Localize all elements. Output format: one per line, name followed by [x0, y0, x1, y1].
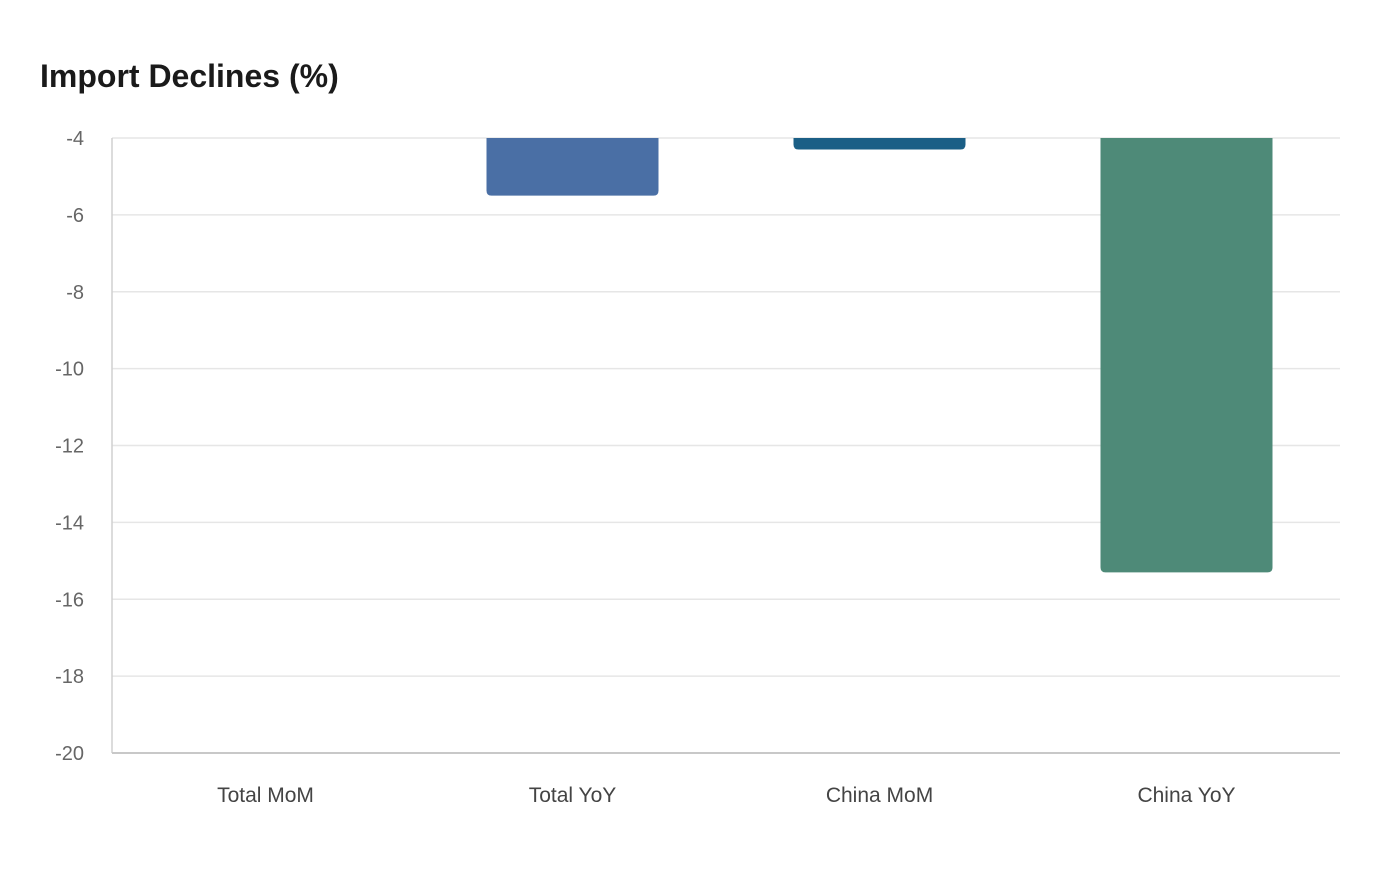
- bars: [486, 138, 1273, 573]
- bar-total-yoy: [486, 138, 659, 196]
- y-tick-label: -16: [55, 589, 84, 611]
- axes: [111, 138, 1340, 754]
- y-tick-label: -12: [55, 436, 84, 458]
- y-tick-label: -18: [55, 666, 84, 688]
- y-tick-label: -20: [55, 743, 84, 765]
- y-tick-label: -6: [66, 205, 84, 227]
- x-tick-label: China YoY: [1137, 784, 1235, 807]
- y-tick-label: -14: [55, 512, 84, 534]
- x-tick-label: Total YoY: [529, 784, 617, 807]
- bar-china-yoy: [1100, 138, 1273, 573]
- x-tick-label: Total MoM: [217, 784, 314, 807]
- bar-china-mom: [793, 138, 966, 150]
- y-tick-label: -8: [66, 282, 84, 304]
- tick-labels: -4 -6 -8 -10 -12 -14 -16 -18 -20 Total MoM Total Y…: [55, 128, 1235, 807]
- y-tick-label: -10: [55, 359, 84, 381]
- chart-title: Import Declines (%): [40, 58, 339, 94]
- x-tick-label: China MoM: [826, 784, 933, 807]
- y-tick-label: -4: [66, 128, 84, 150]
- gridlines: [112, 137, 1340, 677]
